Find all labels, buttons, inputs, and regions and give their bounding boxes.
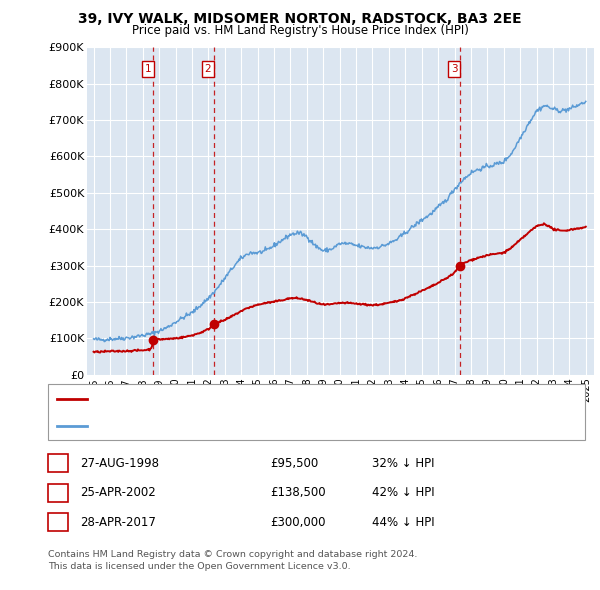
Text: 42% ↓ HPI: 42% ↓ HPI — [372, 486, 434, 499]
Text: 1: 1 — [54, 457, 62, 470]
Text: 25-APR-2002: 25-APR-2002 — [80, 486, 155, 499]
Text: Price paid vs. HM Land Registry's House Price Index (HPI): Price paid vs. HM Land Registry's House … — [131, 24, 469, 37]
Text: 3: 3 — [451, 64, 458, 74]
Text: 44% ↓ HPI: 44% ↓ HPI — [372, 516, 434, 529]
Text: Contains HM Land Registry data © Crown copyright and database right 2024.
This d: Contains HM Land Registry data © Crown c… — [48, 550, 418, 571]
Text: 1: 1 — [145, 64, 151, 74]
Text: HPI: Average price, detached house, Bath and North East Somerset: HPI: Average price, detached house, Bath… — [93, 421, 445, 431]
Text: £300,000: £300,000 — [270, 516, 325, 529]
Text: 27-AUG-1998: 27-AUG-1998 — [80, 457, 159, 470]
Text: 3: 3 — [54, 516, 62, 529]
Text: 2: 2 — [205, 64, 211, 74]
Text: 32% ↓ HPI: 32% ↓ HPI — [372, 457, 434, 470]
Text: 39, IVY WALK, MIDSOMER NORTON, RADSTOCK, BA3 2EE (detached house): 39, IVY WALK, MIDSOMER NORTON, RADSTOCK,… — [93, 394, 482, 404]
Text: 2: 2 — [54, 486, 62, 499]
Text: £95,500: £95,500 — [270, 457, 318, 470]
Text: 28-APR-2017: 28-APR-2017 — [80, 516, 155, 529]
Text: 39, IVY WALK, MIDSOMER NORTON, RADSTOCK, BA3 2EE: 39, IVY WALK, MIDSOMER NORTON, RADSTOCK,… — [78, 12, 522, 26]
Text: £138,500: £138,500 — [270, 486, 326, 499]
